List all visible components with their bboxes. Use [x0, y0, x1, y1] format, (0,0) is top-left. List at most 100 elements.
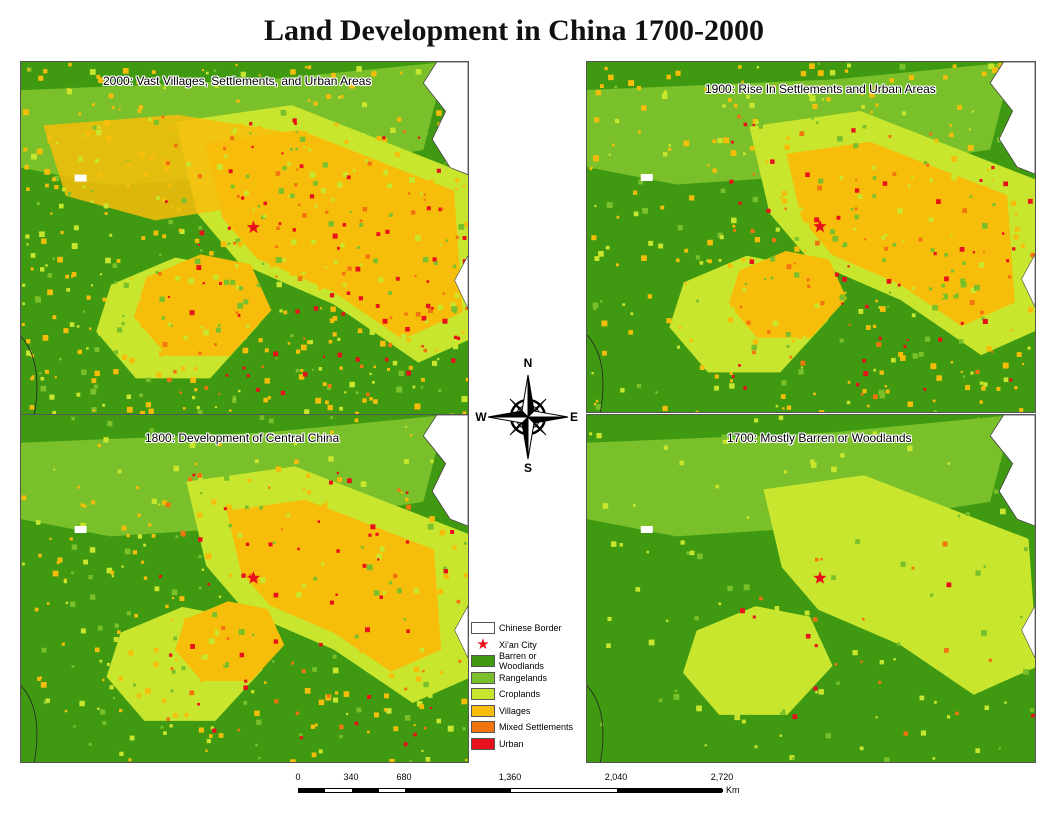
land-cover-speckle	[660, 205, 665, 210]
land-cover-speckle	[1020, 186, 1024, 191]
settlement-marker	[767, 330, 771, 334]
land-cover-speckle	[117, 469, 122, 474]
settlement-marker	[982, 319, 988, 324]
land-cover-speckle	[594, 204, 597, 208]
land-cover-speckle	[306, 490, 312, 495]
land-cover-speckle	[339, 366, 343, 370]
land-cover-speckle	[325, 245, 330, 250]
settlement-marker	[197, 473, 203, 478]
land-cover-speckle	[437, 577, 441, 581]
land-cover-speckle	[36, 148, 43, 155]
land-cover-speckle	[379, 546, 385, 552]
land-cover-speckle	[111, 106, 115, 110]
land-cover-speckle	[818, 62, 821, 65]
land-cover-speckle	[449, 306, 452, 310]
land-cover-speckle	[272, 541, 276, 544]
land-cover-speckle	[205, 749, 208, 752]
land-cover-speckle	[152, 275, 159, 281]
land-cover-speckle	[421, 749, 424, 753]
land-cover-speckle	[821, 98, 825, 101]
land-cover-speckle	[83, 310, 86, 313]
settlement-marker	[366, 392, 370, 397]
land-cover-speckle	[454, 293, 460, 298]
land-cover-speckle	[986, 346, 992, 352]
land-cover-speckle	[919, 695, 925, 701]
land-cover-speckle	[21, 323, 25, 326]
land-cover-speckle	[372, 380, 375, 384]
land-cover-speckle	[633, 211, 639, 217]
land-cover-speckle	[443, 211, 446, 215]
land-cover-speckle	[387, 183, 392, 189]
land-cover-speckle	[966, 181, 972, 187]
land-cover-speckle	[712, 168, 717, 173]
land-cover-speckle	[122, 81, 127, 86]
land-cover-speckle	[50, 212, 53, 215]
land-cover-speckle	[695, 410, 699, 412]
settlement-marker	[847, 265, 850, 268]
land-cover-speckle	[778, 415, 784, 421]
land-cover-speckle	[38, 553, 42, 558]
land-cover-speckle	[295, 131, 298, 134]
land-cover-speckle	[258, 338, 263, 343]
settlement-marker	[903, 731, 909, 736]
land-cover-speckle	[164, 165, 170, 172]
land-cover-speckle	[108, 93, 114, 99]
land-cover-speckle	[318, 284, 324, 290]
land-cover-speckle	[102, 678, 105, 682]
land-cover-speckle	[798, 207, 803, 212]
land-cover-speckle	[409, 759, 412, 762]
settlement-marker	[863, 371, 869, 376]
land-cover-speckle	[465, 758, 468, 762]
land-cover-speckle	[771, 261, 776, 266]
land-cover-speckle	[223, 279, 230, 285]
settlement-marker	[851, 128, 856, 133]
land-cover-region	[989, 415, 1035, 527]
chinese-border-line	[21, 336, 38, 414]
land-cover-speckle	[992, 282, 999, 288]
land-cover-speckle	[872, 324, 877, 329]
land-cover-speckle	[949, 214, 955, 219]
land-cover-speckle	[455, 187, 458, 191]
land-cover-speckle	[392, 360, 398, 366]
land-cover-speckle	[804, 610, 810, 616]
land-cover-speckle	[290, 334, 294, 338]
settlement-marker	[426, 206, 431, 211]
land-cover-speckle	[836, 681, 840, 685]
land-cover-speckle	[171, 589, 178, 596]
land-cover-speckle	[707, 164, 710, 167]
land-cover-speckle	[167, 183, 172, 188]
land-cover-speckle	[861, 105, 865, 109]
land-cover-speckle	[889, 87, 892, 90]
land-cover-speckle	[772, 320, 779, 327]
settlement-marker	[1009, 378, 1013, 382]
land-cover-speckle	[741, 80, 744, 83]
land-cover-speckle	[844, 69, 849, 73]
settlement-marker	[165, 200, 168, 203]
settlement-marker	[1031, 713, 1035, 718]
settlement-marker	[230, 136, 235, 141]
land-cover-speckle	[204, 273, 211, 279]
land-cover-speckle	[853, 143, 859, 149]
land-cover-speckle	[314, 723, 318, 727]
land-cover-speckle	[89, 547, 96, 553]
land-cover-speckle	[772, 85, 777, 90]
settlement-marker	[743, 122, 748, 127]
land-cover-speckle	[933, 410, 937, 412]
land-cover-speckle	[420, 386, 424, 389]
land-cover-speckle	[855, 271, 861, 277]
land-cover-speckle	[970, 371, 974, 375]
land-cover-speckle	[595, 90, 601, 96]
settlement-marker	[436, 168, 441, 173]
land-cover-speckle	[389, 758, 395, 762]
settlement-marker	[336, 471, 339, 475]
settlement-marker	[188, 477, 193, 482]
map-label-1700: 1700: Mostly Barren or Woodlands	[727, 431, 912, 445]
land-cover-speckle	[371, 254, 374, 258]
land-cover-speckle	[238, 389, 241, 393]
land-cover-speckle	[136, 693, 142, 698]
land-cover-speckle	[897, 642, 901, 646]
land-cover-speckle	[436, 110, 442, 116]
land-cover-speckle	[312, 368, 315, 371]
land-cover-speckle	[863, 531, 868, 535]
land-cover-speckle	[429, 179, 434, 185]
